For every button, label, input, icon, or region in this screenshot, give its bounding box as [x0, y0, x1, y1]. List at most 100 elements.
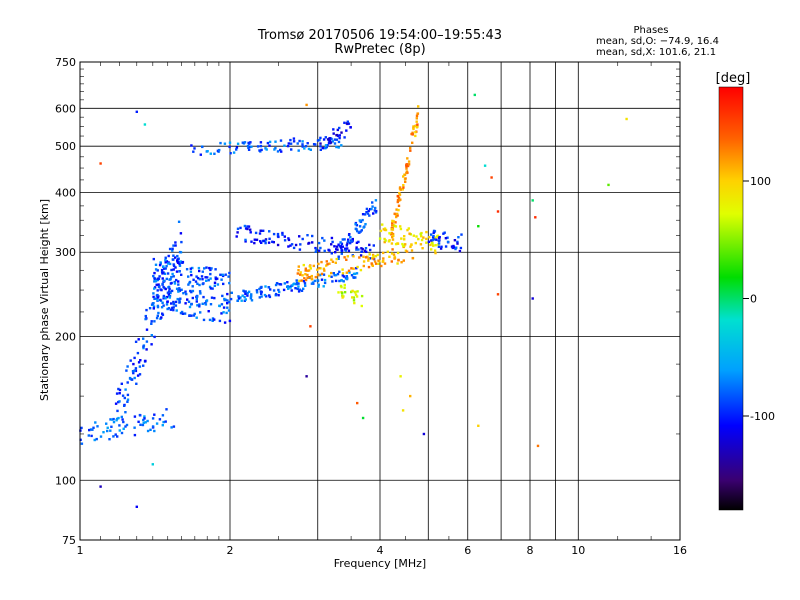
data-point — [371, 253, 375, 257]
data-point — [391, 248, 394, 251]
data-point — [352, 299, 356, 302]
data-point — [277, 288, 280, 292]
data-point — [396, 242, 399, 245]
data-point — [222, 311, 225, 314]
data-point — [278, 283, 282, 286]
data-point — [414, 131, 417, 134]
data-point — [190, 314, 193, 317]
data-point — [80, 442, 84, 445]
data-point — [350, 239, 353, 243]
data-point — [263, 293, 267, 297]
data-point — [340, 242, 344, 245]
data-point — [172, 263, 175, 266]
data-point — [115, 392, 119, 395]
data-point — [483, 164, 487, 167]
data-point — [213, 318, 216, 321]
data-point — [168, 278, 171, 281]
data-point — [150, 320, 153, 323]
data-point — [348, 271, 351, 274]
data-point — [190, 144, 193, 147]
data-point — [289, 286, 292, 289]
data-point — [226, 292, 229, 296]
data-point — [322, 285, 325, 288]
data-point — [351, 296, 354, 299]
data-point — [274, 147, 277, 150]
data-point — [260, 295, 263, 298]
data-point — [416, 123, 419, 126]
data-point — [318, 138, 321, 142]
data-point — [408, 232, 411, 235]
data-point — [198, 290, 202, 293]
data-point — [287, 237, 290, 240]
data-point — [369, 208, 372, 211]
data-point — [321, 236, 324, 240]
data-point — [402, 184, 405, 187]
data-point — [244, 292, 247, 296]
data-point — [432, 231, 435, 234]
data-point — [306, 269, 309, 272]
data-point — [416, 112, 420, 115]
data-point — [94, 421, 97, 424]
data-point — [433, 236, 437, 239]
data-point — [298, 288, 301, 291]
data-point — [301, 237, 304, 241]
data-point — [199, 292, 202, 295]
data-point — [184, 290, 187, 293]
data-point — [354, 276, 357, 279]
data-point — [274, 283, 278, 287]
data-point — [244, 227, 248, 230]
data-point — [317, 273, 320, 277]
data-point — [144, 314, 147, 318]
data-point — [388, 232, 391, 235]
data-point — [118, 429, 121, 432]
data-point — [374, 211, 378, 214]
data-point — [230, 291, 233, 294]
data-point — [303, 147, 306, 150]
data-point — [304, 267, 307, 270]
data-point — [336, 272, 340, 276]
data-point — [170, 275, 173, 279]
data-point — [374, 199, 378, 202]
data-point — [209, 303, 213, 306]
data-point — [176, 297, 179, 301]
data-point — [144, 421, 147, 424]
data-point — [399, 225, 402, 228]
data-point — [402, 175, 405, 178]
data-point — [158, 275, 161, 278]
data-point — [148, 307, 152, 310]
data-point — [160, 268, 164, 272]
data-point — [304, 278, 308, 282]
data-point — [301, 143, 304, 146]
data-point — [531, 297, 534, 300]
data-point — [268, 237, 271, 240]
data-point — [135, 110, 138, 113]
data-point — [160, 306, 164, 309]
data-point — [162, 294, 166, 298]
data-point — [156, 296, 159, 299]
data-point — [391, 219, 394, 223]
data-point — [131, 370, 135, 373]
data-point — [135, 382, 138, 385]
data-point — [249, 228, 252, 231]
data-point — [164, 420, 167, 423]
data-point — [171, 306, 174, 310]
data-point — [188, 305, 192, 309]
data-point — [362, 255, 365, 258]
data-point — [295, 279, 298, 282]
x-tick-label: 8 — [527, 544, 534, 557]
data-point — [114, 433, 117, 436]
data-point — [290, 243, 294, 246]
data-point — [156, 277, 160, 280]
data-point — [396, 200, 399, 204]
data-point — [144, 359, 147, 363]
data-point — [399, 227, 403, 231]
data-point — [360, 247, 363, 250]
data-point — [120, 431, 124, 435]
data-point — [268, 140, 272, 144]
data-point — [267, 286, 270, 289]
data-point — [319, 246, 322, 250]
data-point — [159, 262, 162, 265]
data-point — [334, 251, 337, 254]
data-point — [387, 240, 391, 243]
data-point — [367, 257, 370, 260]
